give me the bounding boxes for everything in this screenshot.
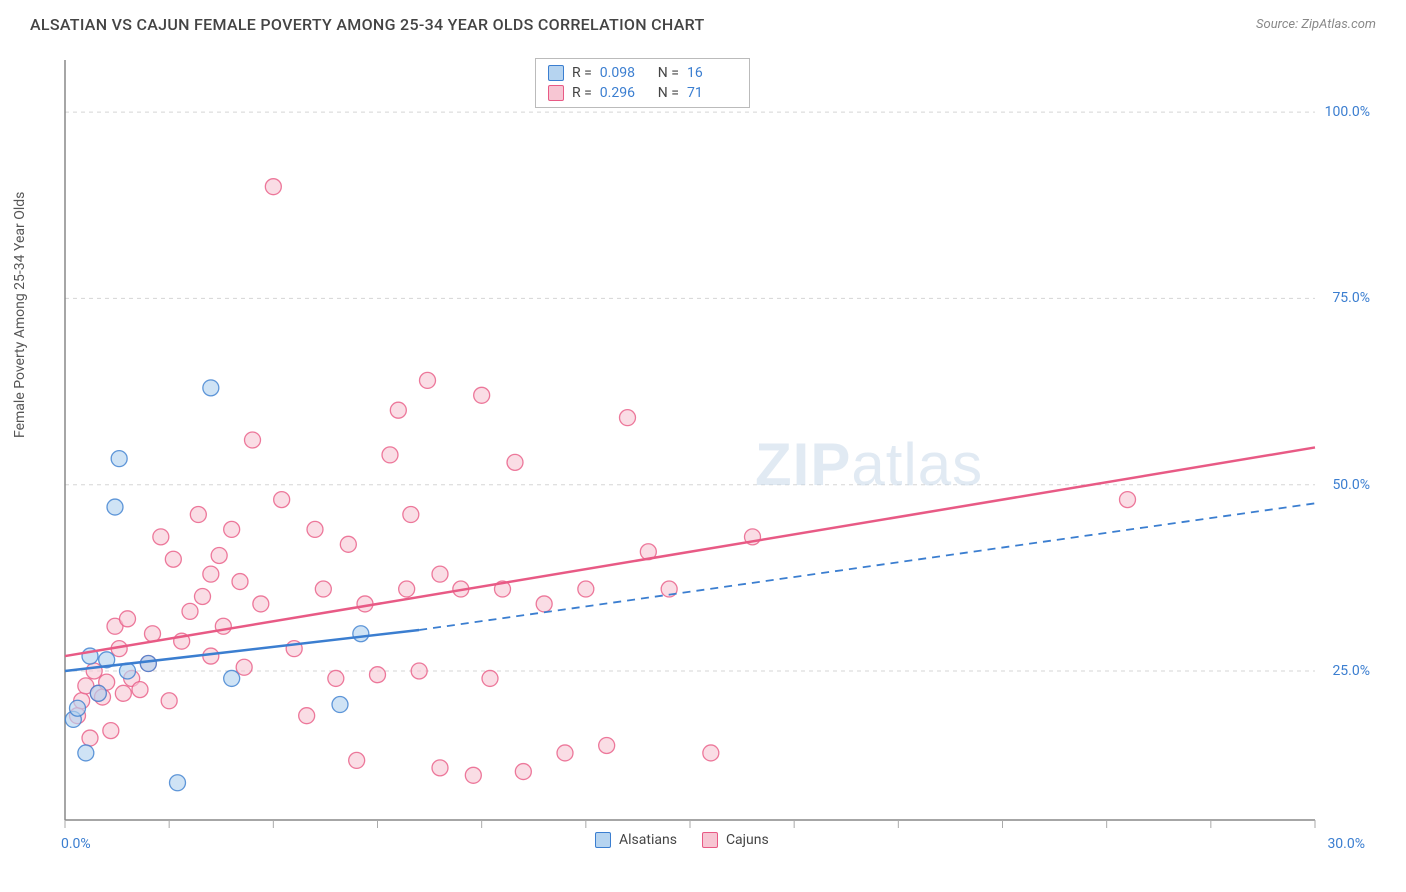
legend-item-cajuns: Cajuns — [702, 832, 769, 848]
legend-row-alsatian: R = 0.098 N = 16 — [548, 63, 737, 83]
chart-title: ALSATIAN VS CAJUN FEMALE POVERTY AMONG 2… — [30, 15, 705, 34]
cajun-n-value: 71 — [687, 85, 737, 101]
alsatian-n-value: 16 — [687, 65, 737, 81]
swatch-blue-icon — [548, 65, 564, 81]
y-tick-label: 100.0% — [1325, 104, 1370, 120]
swatch-blue-icon — [595, 832, 611, 848]
stats-legend: R = 0.098 N = 16 R = 0.296 N = 71 — [535, 58, 750, 108]
swatch-pink-icon — [702, 832, 718, 848]
scatter-plot — [55, 50, 1375, 850]
y-axis-label: Female Poverty Among 25-34 Year Olds — [12, 192, 28, 438]
y-tick-label: 75.0% — [1332, 290, 1370, 306]
legend-row-cajun: R = 0.296 N = 71 — [548, 83, 737, 103]
legend-item-alsatians: Alsatians — [595, 832, 677, 848]
series-legend: Alsatians Cajuns — [595, 832, 769, 848]
y-tick-label: 50.0% — [1332, 477, 1370, 493]
watermark: ZIPatlas — [755, 430, 983, 499]
x-axis-min-label: 0.0% — [61, 836, 91, 852]
cajun-r-value: 0.296 — [600, 85, 650, 101]
swatch-pink-icon — [548, 85, 564, 101]
x-axis-max-label: 30.0% — [1327, 836, 1365, 852]
alsatian-r-value: 0.098 — [600, 65, 650, 81]
y-tick-label: 25.0% — [1332, 663, 1370, 679]
chart-area: 25.0% 50.0% 75.0% 100.0% 0.0% 30.0% ZIPatla… — [55, 50, 1375, 850]
source-credit: Source: ZipAtlas.com — [1256, 17, 1376, 32]
